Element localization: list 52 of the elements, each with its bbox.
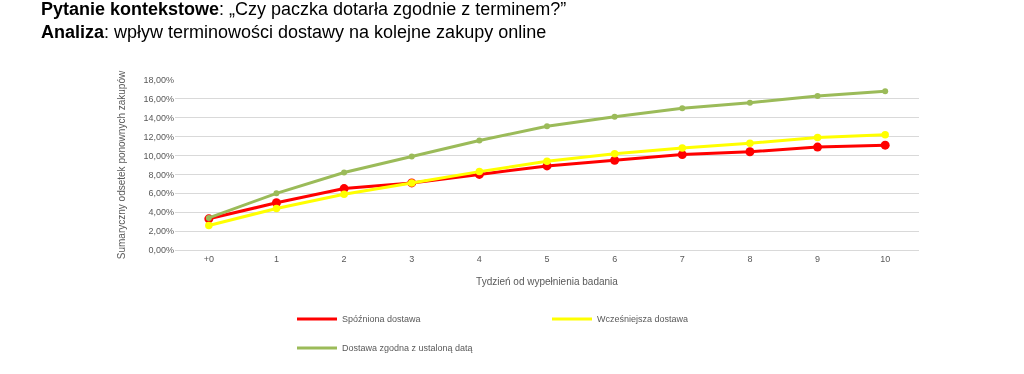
point xyxy=(205,221,213,230)
y-tick-label: 2,00% xyxy=(148,226,174,237)
point xyxy=(746,139,754,148)
x-tick-label: 8 xyxy=(747,253,753,264)
x-tick-label: 7 xyxy=(679,253,685,264)
point xyxy=(273,190,280,197)
y-tick-label: 18,00% xyxy=(143,75,174,86)
point xyxy=(813,142,823,152)
legend-label: Dostawa zgodna z ustaloną datą xyxy=(342,343,473,354)
point xyxy=(408,153,415,160)
x-tick-label: 1 xyxy=(273,253,279,264)
x-tick-label: 3 xyxy=(409,253,415,264)
point xyxy=(882,88,889,95)
point xyxy=(272,204,281,213)
legend-label: Spóźniona dostawa xyxy=(342,314,421,325)
point xyxy=(543,157,551,165)
point xyxy=(813,133,822,142)
y-tick-label: 6,00% xyxy=(148,188,174,199)
y-tick-label: 16,00% xyxy=(143,94,174,105)
point xyxy=(677,150,687,160)
point xyxy=(881,131,889,139)
x-tick-label: +0 xyxy=(203,253,214,264)
x-tick-label: 2 xyxy=(341,253,347,264)
point xyxy=(610,155,620,165)
point xyxy=(611,113,618,120)
point xyxy=(544,123,550,130)
y-tick-label: 14,00% xyxy=(143,112,174,123)
point xyxy=(814,93,821,100)
chart-subtitle: Analiza: wpływ terminowości dostawy na kolejne zakupy online xyxy=(40,22,547,43)
x-tick-label: 10 xyxy=(880,253,891,264)
x-tick-label: 9 xyxy=(815,253,821,264)
x-tick-label: 4 xyxy=(476,253,482,264)
y-tick-label: 10,00% xyxy=(143,150,174,161)
point xyxy=(678,144,687,152)
y-axis-title: Sumaryczny odsetek ponownych zakupów xyxy=(116,70,128,260)
legend-label: Wcześniejsza dostawa xyxy=(597,314,689,325)
y-tick-label: 0,00% xyxy=(148,245,174,256)
y-tick-label: 8,00% xyxy=(148,169,174,180)
x-axis-title: Tydzień od wypełnienia badania xyxy=(476,276,619,288)
point xyxy=(476,137,483,144)
point xyxy=(880,140,890,150)
point xyxy=(745,147,755,157)
point xyxy=(679,105,686,112)
x-tick-label: 5 xyxy=(544,253,550,264)
y-tick-label: 12,00% xyxy=(143,131,174,142)
x-tick-label: 6 xyxy=(612,253,618,264)
point xyxy=(746,99,753,106)
chart-title: Pytanie kontekstowe: „Czy paczka dotarła zgodnie z terminem?” xyxy=(40,0,567,19)
point xyxy=(610,149,619,158)
point xyxy=(340,190,348,199)
point xyxy=(341,169,348,176)
y-tick-label: 4,00% xyxy=(148,207,174,218)
